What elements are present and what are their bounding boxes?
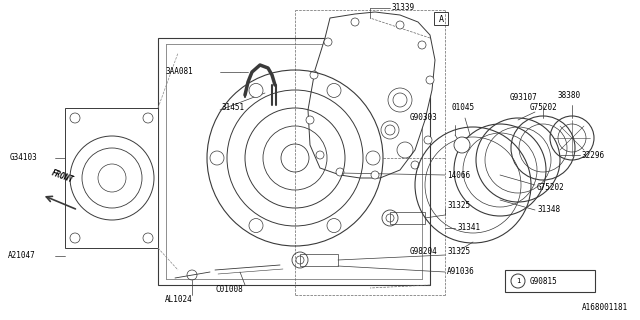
- Circle shape: [143, 113, 153, 123]
- Circle shape: [424, 136, 432, 144]
- Text: 14066: 14066: [447, 171, 470, 180]
- Circle shape: [70, 233, 80, 243]
- Text: 31451: 31451: [222, 103, 245, 113]
- Text: 31341: 31341: [457, 223, 480, 233]
- Circle shape: [210, 151, 224, 165]
- Polygon shape: [308, 12, 435, 178]
- Text: 38380: 38380: [558, 91, 581, 100]
- Text: G90303: G90303: [410, 114, 438, 123]
- Text: 31325: 31325: [447, 201, 470, 210]
- Circle shape: [327, 84, 341, 98]
- Text: G90815: G90815: [530, 276, 557, 285]
- Text: A91036: A91036: [447, 268, 475, 276]
- Circle shape: [306, 116, 314, 124]
- Circle shape: [316, 151, 324, 159]
- Circle shape: [310, 71, 318, 79]
- Text: 3AA081: 3AA081: [165, 68, 193, 76]
- Circle shape: [249, 84, 263, 98]
- Bar: [390, 212, 425, 224]
- Circle shape: [371, 171, 379, 179]
- Circle shape: [411, 161, 419, 169]
- Text: AL1024: AL1024: [165, 295, 193, 305]
- Circle shape: [366, 151, 380, 165]
- Bar: [505, 270, 595, 292]
- Text: C01008: C01008: [215, 285, 243, 294]
- Text: 32296: 32296: [582, 150, 605, 159]
- Circle shape: [426, 76, 434, 84]
- Circle shape: [336, 168, 344, 176]
- Text: FRONT: FRONT: [50, 169, 75, 185]
- Text: G98204: G98204: [410, 247, 438, 257]
- Text: G75202: G75202: [530, 103, 557, 113]
- Text: 31339: 31339: [392, 4, 415, 12]
- Bar: [300, 254, 338, 266]
- Circle shape: [396, 21, 404, 29]
- Circle shape: [70, 113, 80, 123]
- Circle shape: [454, 137, 470, 153]
- Text: 31325: 31325: [447, 247, 470, 257]
- Text: 31348: 31348: [537, 205, 560, 214]
- Text: 01045: 01045: [452, 103, 475, 113]
- Text: G93107: G93107: [510, 93, 538, 102]
- Circle shape: [249, 219, 263, 233]
- Circle shape: [143, 233, 153, 243]
- Text: A168001181: A168001181: [582, 303, 628, 312]
- Bar: [434, 12, 448, 25]
- Circle shape: [327, 219, 341, 233]
- Circle shape: [324, 38, 332, 46]
- Circle shape: [351, 18, 359, 26]
- Text: A21047: A21047: [8, 252, 36, 260]
- Polygon shape: [158, 38, 430, 285]
- Circle shape: [418, 41, 426, 49]
- Text: 1: 1: [516, 278, 520, 284]
- Text: G34103: G34103: [10, 154, 38, 163]
- Text: G75202: G75202: [537, 183, 564, 193]
- Polygon shape: [65, 108, 158, 248]
- Text: A: A: [438, 14, 444, 23]
